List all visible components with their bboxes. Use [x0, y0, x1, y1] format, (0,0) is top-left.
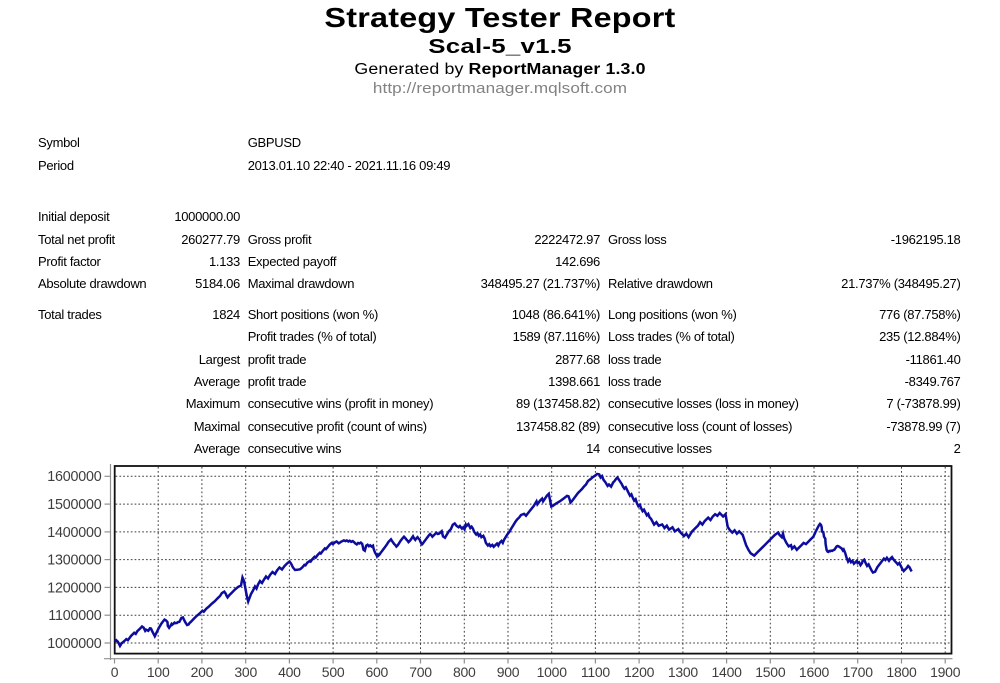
svg-text:0: 0 — [111, 664, 119, 680]
svg-text:800: 800 — [453, 664, 476, 680]
svg-text:1000: 1000 — [537, 664, 568, 680]
svg-text:100: 100 — [147, 664, 170, 680]
svg-text:300: 300 — [234, 664, 257, 680]
svg-text:1800: 1800 — [886, 664, 917, 680]
svg-text:1900: 1900 — [930, 664, 961, 680]
svg-text:600: 600 — [365, 664, 388, 680]
svg-text:1100: 1100 — [581, 664, 611, 680]
svg-text:200: 200 — [191, 664, 214, 680]
svg-text:400: 400 — [278, 664, 301, 680]
svg-text:900: 900 — [497, 664, 520, 680]
svg-text:1000000: 1000000 — [47, 636, 102, 652]
svg-text:1300: 1300 — [668, 664, 699, 680]
svg-text:1600000: 1600000 — [47, 469, 102, 485]
svg-text:1200000: 1200000 — [47, 580, 102, 596]
svg-text:1100000: 1100000 — [48, 608, 101, 624]
svg-text:700: 700 — [409, 664, 432, 680]
svg-text:1400000: 1400000 — [47, 525, 102, 541]
svg-text:1500000: 1500000 — [47, 497, 102, 513]
svg-text:1400: 1400 — [712, 664, 743, 680]
svg-text:1500: 1500 — [755, 664, 786, 680]
svg-text:1700: 1700 — [843, 664, 874, 680]
svg-text:1200: 1200 — [624, 664, 655, 680]
svg-text:1600: 1600 — [799, 664, 830, 680]
svg-text:1300000: 1300000 — [47, 553, 102, 569]
svg-text:500: 500 — [322, 664, 345, 680]
